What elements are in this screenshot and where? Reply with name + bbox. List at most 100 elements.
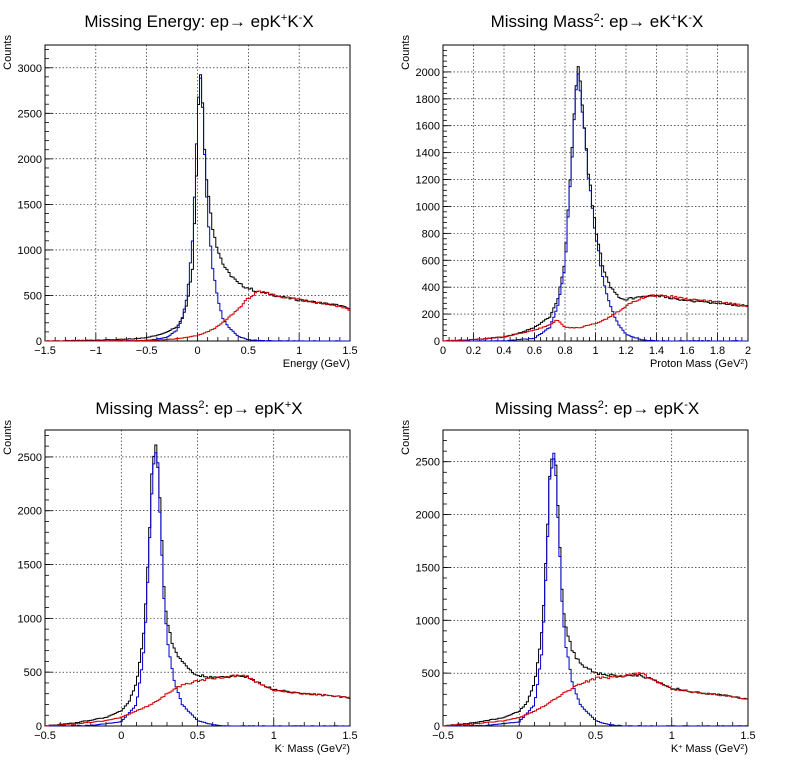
y-tick-label: 1500 [416,562,440,574]
x-axis-label: Proton Mass (GeV2) [650,358,748,370]
x-tick-label: 1.2 [618,345,633,357]
y-axis-label: Counts [400,35,412,70]
x-tick-label: −0.5 [432,730,454,742]
y-tick-label: 1000 [18,245,42,257]
xlabel-xlabel-end2: ) [346,743,350,755]
x-tick-label: −1 [90,345,103,357]
histogram-series-3 [443,672,748,727]
x-tick-label: 1.5 [342,345,357,357]
y-axis-label: Counts [400,420,412,455]
xlabel-xlabel: K [275,743,283,755]
title-title-sup1: 2 [198,399,204,411]
y-tick-label: 500 [24,290,42,302]
xlabel-xlabel: Proton Mass (GeV [650,358,741,370]
title-title-sup3: - [688,12,692,24]
y-tick-label: 500 [24,667,42,679]
y-tick-label: 1500 [18,199,42,211]
chart-panel-4: −0.5 0 0.5 1 1.505001000150020002500Missing … [400,399,756,755]
x-tick-label: 1.5 [342,730,357,742]
title-title-main: Missing Mass [95,399,198,418]
title-title-end: X [302,12,313,31]
y-tick-label: 1600 [416,121,440,133]
title-title-sup2: - [299,12,303,24]
x-axis-label: K+ Mass (GeV2) [671,743,748,755]
x-tick-label: 0.8 [557,345,572,357]
chart-title: Missing Mass2: ep→ epK-X [495,399,699,418]
xlabel-xlabel: K [671,743,679,755]
histogram-series-3 [442,294,748,342]
x-tick-label: 0 [118,730,124,742]
y-tick-label: 0 [434,336,440,348]
title-title-tail: X [692,12,703,31]
title-title-end: X [688,399,699,418]
x-tick-label: 2 [745,345,751,357]
y-tick-label: 500 [422,668,440,680]
y-axis-label: Counts [2,35,14,70]
xlabel-xlabel-sup: 2 [740,359,744,366]
y-tick-label: 1000 [416,615,440,627]
x-tick-label: 0.6 [527,345,542,357]
x-tick-label: 1 [271,730,277,742]
y-tick-label: 2500 [18,108,42,120]
title-title-mid: : ep→ epK [204,399,285,418]
y-tick-label: 1000 [18,613,42,625]
x-tick-label: 0.5 [190,730,205,742]
chart-title: Missing Mass2: ep→ epK+X [95,399,302,418]
x-tick-label: 0 [440,345,446,357]
y-tick-label: 1500 [18,560,42,572]
xlabel-xlabel-end: Mass (GeV [682,743,741,755]
x-tick-label: 1 [669,730,675,742]
chart-panel-1: −1.5 −1 −0.5 0 0.5 1 1.5 0 500 1000 1500 2000 2500 30… [2,12,358,370]
x-tick-label: 0.2 [466,345,481,357]
title-title-sup2: + [285,399,291,411]
grid-lines [443,45,748,341]
y-tick-label: 0 [36,336,42,348]
title-title-sup1: + [281,12,287,24]
x-tick-label: −0.5 [136,345,158,357]
x-tick-label: 1 [296,345,302,357]
title-title-end: X [291,399,302,418]
title-title-mid: : ep→ epK [604,399,685,418]
panels-group: −1.5 −1 −0.5 0 0.5 1 1.50500100015002000250030… [2,12,756,755]
xlabel-xlabel-sup2: 2 [342,744,346,751]
y-axis-label: Counts [2,420,14,455]
x-tick-label: −1.5 [34,345,56,357]
x-tick-label: 1.5 [740,730,755,742]
x-tick-label: 0.5 [241,345,256,357]
x-tick-label: 1.8 [710,345,725,357]
x-tick-label: 0.4 [496,345,511,357]
xlabel-xlabel-sup: + [678,744,682,751]
xlabel-xlabel: Energy (GeV) [283,358,350,370]
y-tick-label: 600 [422,255,440,267]
title-title-sup1: 2 [598,399,604,411]
y-tick-label: 400 [422,282,440,294]
title-title-mid: K [287,12,299,31]
xlabel-xlabel-sup2: 2 [740,744,744,751]
x-tick-label: −0.5 [34,730,56,742]
y-tick-label: 3000 [18,63,42,75]
chart-panel-3: −0.5 0 0.5 1 1.505001000150020002500Missing … [2,399,358,755]
x-tick-label: 0 [516,730,522,742]
y-tick-label: 1200 [416,175,440,187]
xlabel-xlabel-sup: - [282,744,285,751]
title-title-main: Missing Mass [491,12,594,31]
x-axis-label: K- Mass (GeV2) [275,743,350,755]
y-tick-label: 2000 [416,67,440,79]
title-title-sup2: - [684,399,688,411]
title-title-end: K [677,12,689,31]
histogram-series-3 [45,290,350,342]
y-tick-label: 200 [422,309,440,321]
y-tick-label: 2500 [416,457,440,469]
histogram-series-2 [443,73,748,342]
xlabel-xlabel-end: Mass (GeV [284,743,343,755]
title-title-sup2: + [671,12,677,24]
histogram-series-2 [442,452,748,727]
x-tick-label: 1.4 [649,345,664,357]
y-tick-label: 1400 [416,148,440,160]
title-title-sup1: 2 [594,12,600,24]
xlabel-xlabel-end: ) [744,358,748,370]
chart-title: Missing Mass2: ep→ eK+K-X [491,12,704,31]
xlabel-xlabel-end2: ) [744,743,748,755]
